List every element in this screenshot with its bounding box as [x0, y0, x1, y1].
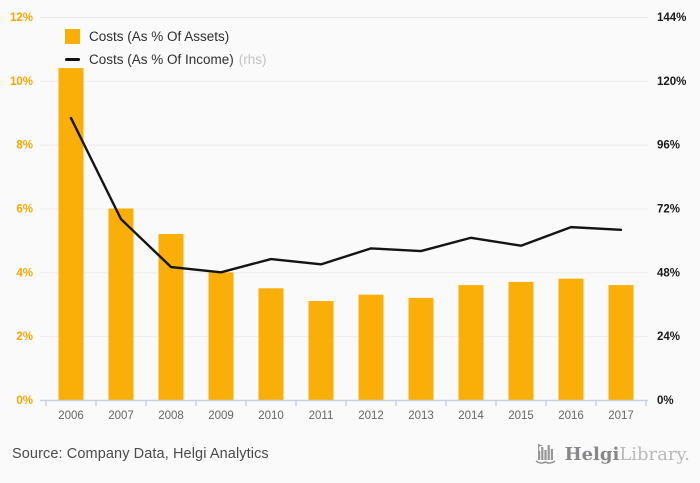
left-axis-tick-label: 10% [10, 76, 33, 88]
right-axis-tick-label: 144% [657, 12, 686, 24]
x-axis-label-2011: 2011 [309, 410, 334, 422]
right-axis-tick-label: 120% [657, 76, 686, 88]
x-axis-label-2006: 2006 [58, 410, 84, 422]
left-axis-tick-label: 2% [16, 331, 33, 343]
x-axis-label-2009: 2009 [208, 410, 234, 422]
left-axis-tick-label: 0% [16, 395, 33, 407]
left-axis-tick-label: 8% [16, 140, 33, 152]
legend-label: Costs (As % Of Income) [89, 51, 234, 67]
bar-2007 [108, 208, 134, 400]
right-axis-tick-label: 0% [657, 395, 674, 407]
helgi-logo-text: HelgiLibrary. [565, 444, 690, 465]
right-axis-tick-label: 48% [657, 267, 680, 279]
left-axis-tick-label: 4% [16, 267, 33, 279]
left-axis-tick-label: 12% [10, 12, 33, 24]
x-axis-label-2013: 2013 [408, 410, 434, 422]
bar-2011 [308, 301, 334, 400]
legend-item-costs-income: Costs (As % Of Income) (rhs) [65, 50, 267, 68]
left-axis-tick-label: 6% [16, 204, 33, 216]
x-axis-label-2007: 2007 [108, 410, 134, 422]
x-axis-label-2015: 2015 [508, 410, 534, 422]
x-axis-label-2012: 2012 [358, 410, 384, 422]
bar-2016 [558, 278, 584, 400]
x-axis-label-2010: 2010 [258, 410, 284, 422]
bar-2015 [508, 281, 534, 400]
legend-item-costs-assets: Costs (As % Of Assets) [65, 27, 267, 45]
legend-rhs-suffix: (rhs) [238, 51, 267, 67]
bar-2017 [608, 285, 634, 400]
right-axis-tick-label: 96% [657, 140, 680, 152]
x-axis-label-2016: 2016 [558, 410, 584, 422]
helgi-logo-icon [535, 444, 556, 464]
x-axis-label-2014: 2014 [458, 410, 484, 422]
bar-2009 [208, 272, 234, 400]
chart-area: 0% 0% 2% 24% 4% 48% 6% 72% 8% 96% 10% 120% 12% 144% 20… [10, 12, 686, 422]
legend: Costs (As % Of Assets) Costs (As % Of In… [65, 27, 267, 68]
bar-2012 [358, 294, 384, 400]
right-axis-tick-label: 72% [657, 204, 680, 216]
logo-helgi: Helgi [564, 443, 620, 465]
legend-label: Costs (As % Of Assets) [89, 28, 230, 44]
x-axis-label-2017: 2017 [608, 410, 634, 422]
income-line [69, 116, 623, 274]
chart-footer: Source: Company Data, Helgi Analytics He… [0, 425, 700, 483]
source-text: Source: Company Data, Helgi Analytics [12, 446, 269, 462]
logo-library: Library. [619, 443, 690, 465]
helgi-logo: HelgiLibrary. [535, 442, 690, 466]
bar-2014 [458, 285, 484, 400]
bar-2008 [158, 234, 184, 400]
bar-2010 [258, 288, 284, 400]
line-swatch-icon [65, 57, 80, 61]
bar-2013 [408, 297, 434, 400]
bar-swatch-icon [65, 28, 80, 44]
x-axis-label-2008: 2008 [158, 410, 184, 422]
right-axis-tick-label: 24% [657, 331, 680, 343]
bar-2006 [58, 68, 84, 401]
